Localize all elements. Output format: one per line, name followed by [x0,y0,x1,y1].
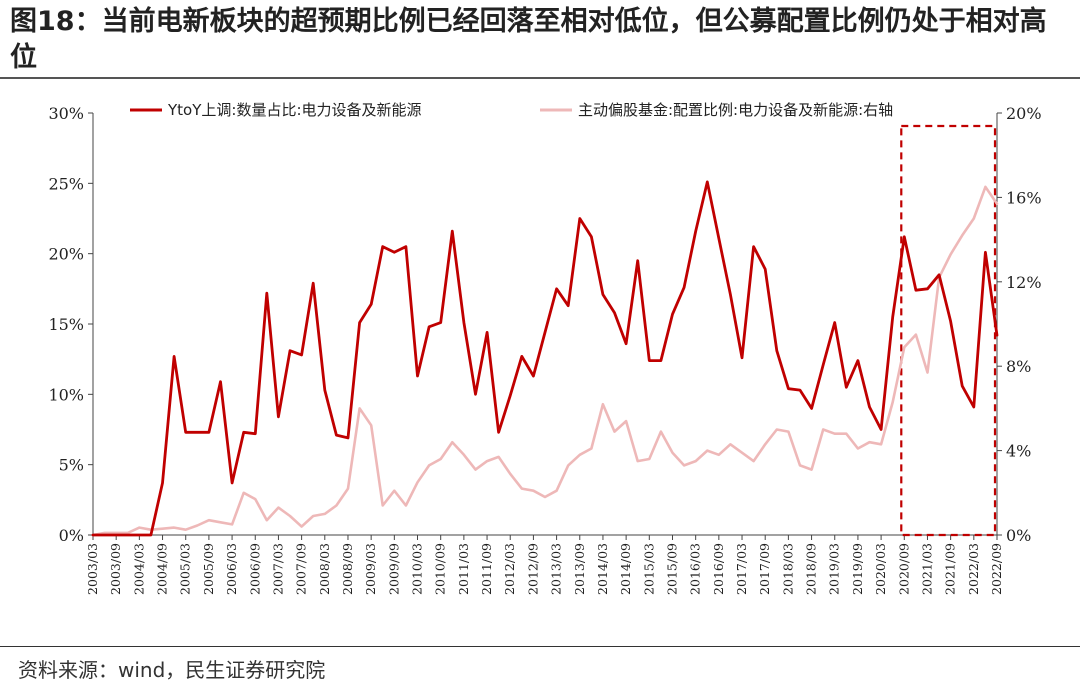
x-tick-label: 2022/09 [989,543,1004,595]
left-tick-label: 30% [48,104,84,123]
x-tick-label: 2009/03 [363,543,378,595]
x-tick-label: 2014/09 [618,543,633,595]
x-tick-label: 2017/09 [757,543,772,595]
x-tick-label: 2004/09 [155,543,170,595]
x-tick-label: 2021/03 [919,543,934,595]
x-tick-label: 2007/09 [294,543,309,595]
x-tick-label: 2012/09 [525,543,540,595]
right-tick-label: 8% [1006,357,1031,376]
labels-layer: 0% 5% 10% 15% 20% 25% 30% 0% 4% 8% 12% 16% 20% 2003/0… [48,104,1041,595]
left-tick-label: 20% [48,245,84,264]
source-note: 资料来源：wind，民生证券研究院 [18,658,326,682]
x-tick-label: 2018/03 [780,543,795,595]
left-tick-label: 5% [59,456,84,475]
series-line-fund-allocation [91,185,999,537]
footer-divider [0,646,1080,647]
x-tick-label: 2016/03 [688,543,703,595]
x-tick-label: 2009/09 [386,543,401,595]
legend-label-ytoy: YtoY上调:数量占比:电力设备及新能源 [167,101,422,119]
x-tick-label: 2015/09 [664,543,679,595]
series-line-ytoy [91,180,999,537]
right-tick-label: 20% [1006,104,1042,123]
x-tick-label: 2016/09 [711,543,726,595]
right-tick-label: 0% [1006,526,1031,545]
highlight-box [900,124,997,537]
x-tick-label: 2011/03 [456,543,471,595]
legend-label-fund-allocation: 主动偏股基金:配置比例:电力设备及新能源:右轴 [578,101,893,119]
x-tick-label: 2006/03 [224,543,239,595]
left-tick-label: 10% [48,385,84,404]
x-tick-label: 2019/09 [850,543,865,595]
chart-title: 图18：当前电新板块的超预期比例已经回落至相对低位，但公募配置比例仍处于相对高位 [10,6,1047,73]
right-tick-label: 4% [1006,442,1031,461]
x-tick-label: 2020/03 [873,543,888,595]
x-tick-label: 2005/03 [178,543,193,595]
x-tick-label: 2019/03 [827,543,842,595]
x-tick-label: 2005/09 [201,543,216,595]
x-tick-label: 2006/09 [247,543,262,595]
x-tick-label: 2021/09 [943,543,958,595]
x-tick-label: 2010/09 [433,543,448,595]
x-tick-label: 2015/03 [641,543,656,595]
left-tick-label: 15% [48,315,84,334]
x-tick-label: 2017/03 [734,543,749,595]
x-tick-label: 2010/03 [410,543,425,595]
x-tick-label: 2013/09 [572,543,587,595]
x-tick-label: 2008/03 [317,543,332,595]
x-tick-label: 2004/03 [131,543,146,595]
axes-layer [88,112,1002,540]
left-tick-label: 25% [48,174,84,193]
x-tick-label: 2014/03 [595,543,610,595]
x-tick-label: 2003/09 [108,543,123,595]
right-tick-label: 16% [1006,188,1042,207]
series-layer [91,124,999,537]
left-tick-label: 0% [59,526,84,545]
x-tick-label: 2012/03 [502,543,517,595]
line-chart: 0% 5% 10% 15% 20% 25% 30% 0% 4% 8% 12% 16% 20% 2003/0… [48,101,1041,595]
x-tick-label: 2011/09 [479,543,494,595]
title-divider [0,77,1080,79]
x-tick-label: 2008/09 [340,543,355,595]
x-tick-label: 2018/09 [804,543,819,595]
x-tick-label: 2020/09 [896,543,911,595]
right-tick-label: 12% [1006,273,1042,292]
x-tick-label: 2007/03 [270,543,285,595]
x-tick-label: 2013/03 [549,543,564,595]
x-tick-label: 2003/03 [85,543,100,595]
x-tick-label: 2022/03 [966,543,981,595]
legend: YtoY上调:数量占比:电力设备及新能源 主动偏股基金:配置比例:电力设备及新能… [130,101,893,119]
